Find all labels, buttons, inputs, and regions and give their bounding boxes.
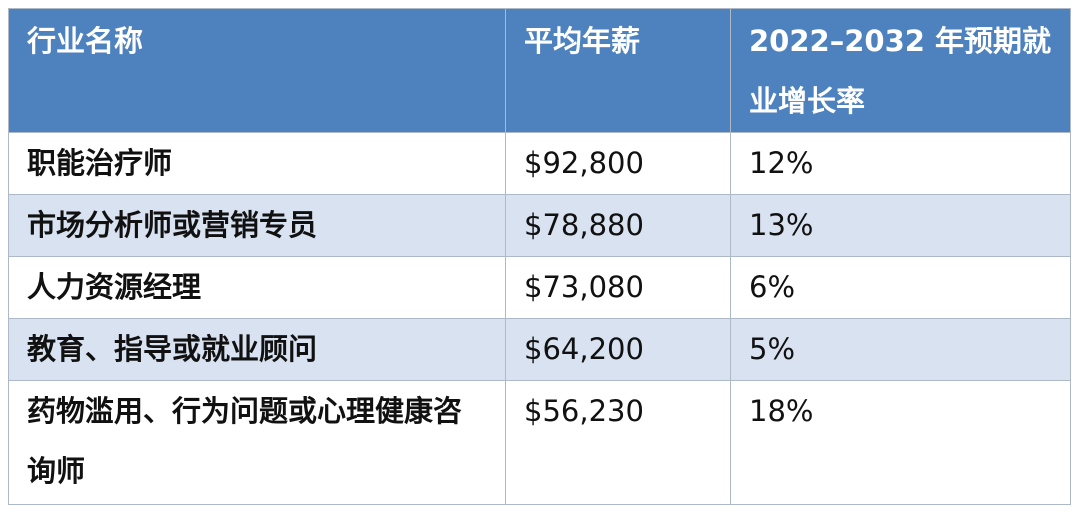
table-row: 药物滥用、行为问题或心理健康咨询师 $56,230 18%: [8, 380, 1071, 505]
salary-cell: $73,080: [505, 256, 731, 319]
industry-name-cell: 职能治疗师: [8, 132, 506, 195]
salary-cell: $92,800: [505, 132, 731, 195]
header-growth-rate: 2022–2032 年预期就业增长率: [730, 8, 1071, 133]
growth-cell: 13%: [730, 194, 1071, 257]
growth-cell: 18%: [730, 380, 1071, 505]
table-row: 教育、指导或就业顾问 $64,200 5%: [8, 318, 1071, 381]
table-row: 职能治疗师 $92,800 12%: [8, 132, 1071, 195]
table-row: 市场分析师或营销专员 $78,880 13%: [8, 194, 1071, 257]
growth-cell: 6%: [730, 256, 1071, 319]
career-salary-table: 行业名称 平均年薪 2022–2032 年预期就业增长率 职能治疗师 $92,8…: [8, 8, 1071, 505]
growth-cell: 5%: [730, 318, 1071, 381]
salary-cell: $56,230: [505, 380, 731, 505]
industry-name-cell: 人力资源经理: [8, 256, 506, 319]
industry-name-cell: 教育、指导或就业顾问: [8, 318, 506, 381]
salary-cell: $64,200: [505, 318, 731, 381]
growth-cell: 12%: [730, 132, 1071, 195]
salary-cell: $78,880: [505, 194, 731, 257]
header-average-salary: 平均年薪: [505, 8, 731, 133]
career-salary-table-container: 行业名称 平均年薪 2022–2032 年预期就业增长率 职能治疗师 $92,8…: [8, 8, 1071, 505]
table-header-row: 行业名称 平均年薪 2022–2032 年预期就业增长率: [8, 8, 1071, 133]
industry-name-cell: 药物滥用、行为问题或心理健康咨询师: [8, 380, 506, 505]
header-industry-name: 行业名称: [8, 8, 506, 133]
industry-name-cell: 市场分析师或营销专员: [8, 194, 506, 257]
table-row: 人力资源经理 $73,080 6%: [8, 256, 1071, 319]
